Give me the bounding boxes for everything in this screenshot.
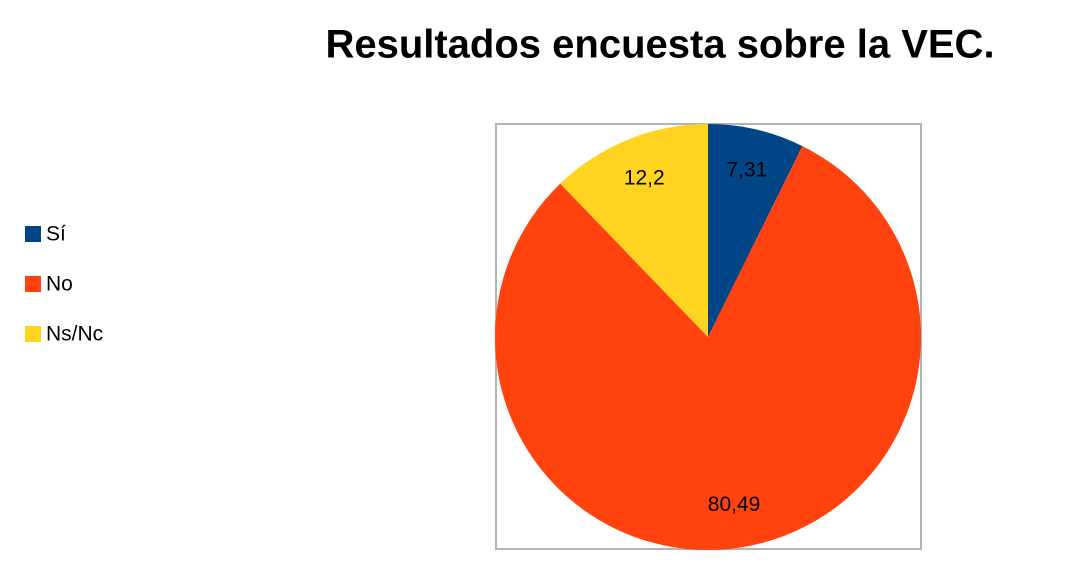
pie-slice bbox=[560, 124, 708, 337]
legend-label: Ns/Nc bbox=[46, 323, 103, 346]
pie-slice bbox=[495, 146, 921, 550]
chart-title: Resultados encuesta sobre la VEC. bbox=[325, 23, 994, 67]
legend-label: Sí bbox=[46, 223, 66, 246]
legend-swatch bbox=[25, 326, 41, 342]
data-label: 7,31 bbox=[726, 159, 767, 182]
legend-swatch bbox=[25, 276, 41, 292]
legend-swatch bbox=[25, 226, 41, 242]
data-label: 80,49 bbox=[708, 493, 761, 516]
pie-slice bbox=[708, 124, 803, 337]
data-label: 12,2 bbox=[624, 167, 665, 190]
legend-label: No bbox=[46, 273, 73, 296]
